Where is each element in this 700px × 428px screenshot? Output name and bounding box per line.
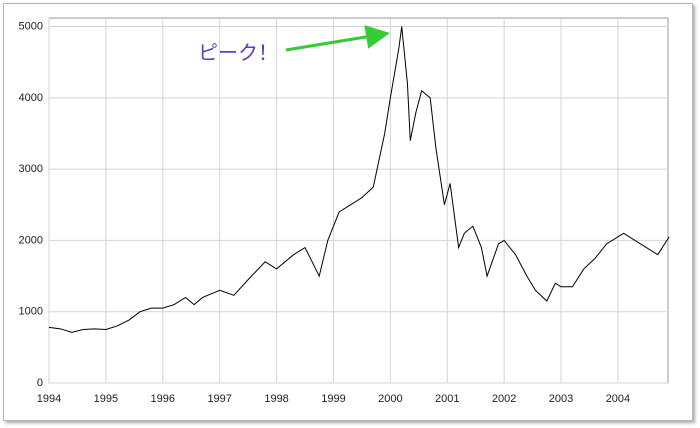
y-tick-label: 3000 <box>19 163 43 175</box>
x-tick-label: 1995 <box>94 393 118 405</box>
x-tick-label: 2003 <box>549 393 573 405</box>
line <box>48 26 670 333</box>
y-tick-label: 5000 <box>19 20 43 32</box>
y-tick-label: 0 <box>37 377 43 389</box>
x-tick-label: 2002 <box>492 393 516 405</box>
x-tick-label: 2000 <box>378 393 402 405</box>
grid <box>48 18 668 384</box>
x-tick-label: 1997 <box>207 393 231 405</box>
x-tick-label: 1996 <box>151 393 175 405</box>
y-tick-label: 2000 <box>19 234 43 246</box>
annotation-arrow <box>285 25 390 52</box>
y-tick-label: 1000 <box>19 306 43 318</box>
x-tick-label: 1998 <box>264 393 288 405</box>
x-tick-label: 1999 <box>321 393 345 405</box>
x-tick-label: 2001 <box>435 393 459 405</box>
annotation: ピーク！ <box>198 41 278 65</box>
lines <box>48 26 670 333</box>
plot-area <box>48 17 669 384</box>
x-tick-label: 1994 <box>37 393 61 405</box>
x-tick-label: 2004 <box>606 393 630 405</box>
y-tick-label: 4000 <box>19 92 43 104</box>
